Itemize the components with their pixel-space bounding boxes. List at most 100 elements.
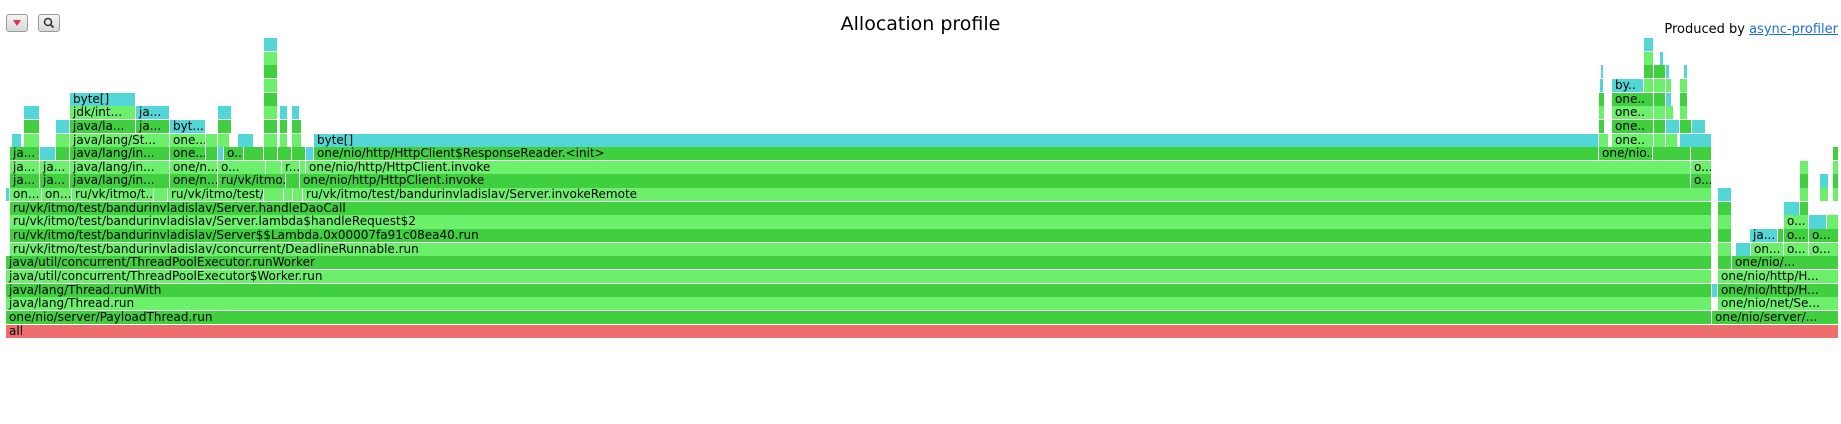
flame-frame[interactable] bbox=[1644, 65, 1654, 79]
flame-frame[interactable] bbox=[264, 38, 278, 52]
flame-frame[interactable] bbox=[1820, 188, 1829, 202]
flame-frame[interactable] bbox=[218, 119, 232, 134]
flame-frame[interactable]: one/nio/... bbox=[1732, 256, 1839, 270]
flame-frame[interactable]: byt... bbox=[170, 119, 206, 134]
flame-frame[interactable]: java/lang/in... bbox=[70, 147, 170, 161]
flame-frame[interactable] bbox=[1654, 78, 1666, 93]
flame-frame[interactable]: one/nio/http/HttpClient.invoke bbox=[306, 160, 1691, 174]
flame-frame[interactable]: java/util/concurrent/ThreadPoolExecutor.… bbox=[6, 256, 1712, 270]
flame-frame[interactable] bbox=[24, 106, 40, 120]
flame-frame[interactable]: ja... bbox=[10, 160, 40, 174]
flame-frame[interactable]: one... bbox=[170, 147, 206, 161]
flame-frame[interactable] bbox=[1666, 133, 1678, 147]
flame-frame[interactable] bbox=[1600, 78, 1604, 93]
flame-frame[interactable]: ru/vk/itmo/test/b... bbox=[168, 188, 264, 202]
flame-frame[interactable]: o... bbox=[1691, 174, 1712, 188]
flame-frame[interactable] bbox=[1809, 215, 1827, 229]
flame-frame[interactable] bbox=[1680, 133, 1712, 147]
flame-frame[interactable] bbox=[264, 51, 278, 65]
search-button[interactable] bbox=[38, 14, 60, 32]
flame-frame[interactable]: ja... bbox=[1750, 229, 1778, 243]
flame-frame[interactable] bbox=[1644, 51, 1654, 65]
flame-frame[interactable] bbox=[218, 133, 230, 147]
flame-frame[interactable]: ru/vk/itmo/test/bandurinvladislav/Server… bbox=[10, 229, 1712, 243]
flame-frame[interactable]: java/lang/St... bbox=[70, 133, 170, 147]
flame-frame[interactable] bbox=[1778, 229, 1784, 243]
flame-frame[interactable]: one.. bbox=[1612, 106, 1654, 120]
flame-frame[interactable] bbox=[56, 147, 70, 161]
flame-frame[interactable]: java/la... bbox=[70, 119, 136, 134]
flame-frame[interactable] bbox=[6, 188, 10, 202]
flame-frame[interactable] bbox=[24, 119, 40, 134]
flame-frame[interactable]: one/n... bbox=[170, 160, 218, 174]
flame-frame[interactable]: o... bbox=[224, 147, 244, 161]
flame-frame[interactable] bbox=[1654, 92, 1666, 106]
flame-frame[interactable]: one/nio/server/PayloadThread.run bbox=[6, 310, 1712, 324]
flame-frame[interactable] bbox=[1718, 229, 1732, 243]
flame-frame[interactable] bbox=[1666, 65, 1670, 79]
flame-frame[interactable] bbox=[56, 133, 70, 147]
flame-frame[interactable] bbox=[280, 119, 288, 134]
flame-frame[interactable] bbox=[1666, 92, 1672, 106]
flame-frame[interactable] bbox=[1654, 106, 1666, 120]
flame-frame[interactable] bbox=[1680, 92, 1688, 106]
flame-frame[interactable] bbox=[264, 147, 278, 161]
flame-frame[interactable]: one/nio/net/Se... bbox=[1718, 297, 1839, 311]
flame-frame[interactable]: on... bbox=[10, 188, 42, 202]
flame-frame[interactable]: ru/vk/itmo/test/bandurinvladislav/concur… bbox=[10, 242, 1712, 256]
flame-frame[interactable] bbox=[286, 174, 300, 188]
flame-frame[interactable] bbox=[264, 106, 278, 120]
flame-frame[interactable] bbox=[56, 119, 70, 134]
flame-frame[interactable] bbox=[1712, 283, 1718, 297]
flame-frame[interactable]: r... bbox=[282, 160, 300, 174]
async-profiler-link[interactable]: async-profiler bbox=[1749, 22, 1838, 37]
frame-root[interactable]: all bbox=[6, 324, 1839, 338]
flame-frame[interactable]: jdk/int... bbox=[70, 106, 136, 120]
flame-frame[interactable] bbox=[1833, 147, 1839, 161]
flame-frame[interactable]: one/nio/http/HttpClient$ResponseReader.<… bbox=[314, 147, 1599, 161]
flame-frame[interactable] bbox=[264, 188, 284, 202]
flame-frame[interactable] bbox=[306, 147, 314, 161]
flame-frame[interactable] bbox=[40, 147, 56, 161]
flame-frame[interactable] bbox=[1654, 119, 1666, 134]
flame-frame[interactable]: one.. bbox=[1612, 92, 1654, 106]
flame-frame[interactable] bbox=[1718, 201, 1732, 215]
flame-frame[interactable]: ru/vk/itmo... bbox=[218, 174, 286, 188]
flame-frame[interactable] bbox=[264, 133, 278, 147]
flame-frame[interactable]: byte[] bbox=[314, 133, 1599, 147]
flame-frame[interactable]: o... bbox=[1691, 160, 1712, 174]
flame-frame[interactable] bbox=[1666, 119, 1680, 134]
flame-frame[interactable]: o... bbox=[1809, 242, 1839, 256]
flame-frame[interactable] bbox=[1666, 106, 1674, 120]
flame-frame[interactable]: one/nio/http/H... bbox=[1718, 269, 1839, 284]
flame-frame[interactable]: ja... bbox=[40, 174, 70, 188]
flame-frame[interactable]: o... bbox=[218, 160, 266, 174]
flame-frame[interactable]: one... bbox=[170, 133, 206, 147]
flame-frame[interactable]: ja... bbox=[136, 106, 170, 120]
flame-frame[interactable] bbox=[1718, 256, 1732, 270]
flame-frame[interactable] bbox=[12, 133, 22, 147]
flame-frame[interactable] bbox=[1800, 188, 1809, 202]
flame-frame[interactable]: java/lang/Thread.runWith bbox=[6, 283, 1712, 297]
flame-frame[interactable]: ja... bbox=[10, 147, 40, 161]
flame-frame[interactable]: java/lang/in... bbox=[70, 160, 170, 174]
flame-frame[interactable] bbox=[292, 106, 300, 120]
flame-frame[interactable]: java/lang/in... bbox=[70, 174, 170, 188]
flame-frame[interactable] bbox=[238, 133, 254, 147]
flame-frame[interactable] bbox=[1599, 119, 1605, 134]
flame-frame[interactable]: one/nio... bbox=[1599, 147, 1653, 161]
flame-frame[interactable] bbox=[1654, 65, 1666, 79]
flame-frame[interactable]: ru/vk/itmo/test/bandurinvladislav/Server… bbox=[303, 188, 1712, 202]
flame-frame[interactable] bbox=[1684, 65, 1688, 79]
flame-frame[interactable]: byte[] bbox=[70, 92, 136, 106]
flame-frame[interactable]: o... bbox=[1784, 215, 1809, 229]
flame-frame[interactable] bbox=[264, 92, 278, 106]
flame-frame[interactable]: ja... bbox=[40, 160, 70, 174]
flame-frame[interactable]: ru/vk/itmo/test/bandurinvladislav/Server… bbox=[10, 215, 1712, 229]
flame-frame[interactable] bbox=[1800, 160, 1809, 174]
flame-frame[interactable] bbox=[264, 65, 278, 79]
flame-frame[interactable] bbox=[1784, 201, 1800, 215]
flame-frame[interactable]: one/nio/server/... bbox=[1712, 310, 1839, 324]
flame-frame[interactable] bbox=[1644, 78, 1654, 93]
flame-frame[interactable] bbox=[266, 160, 282, 174]
